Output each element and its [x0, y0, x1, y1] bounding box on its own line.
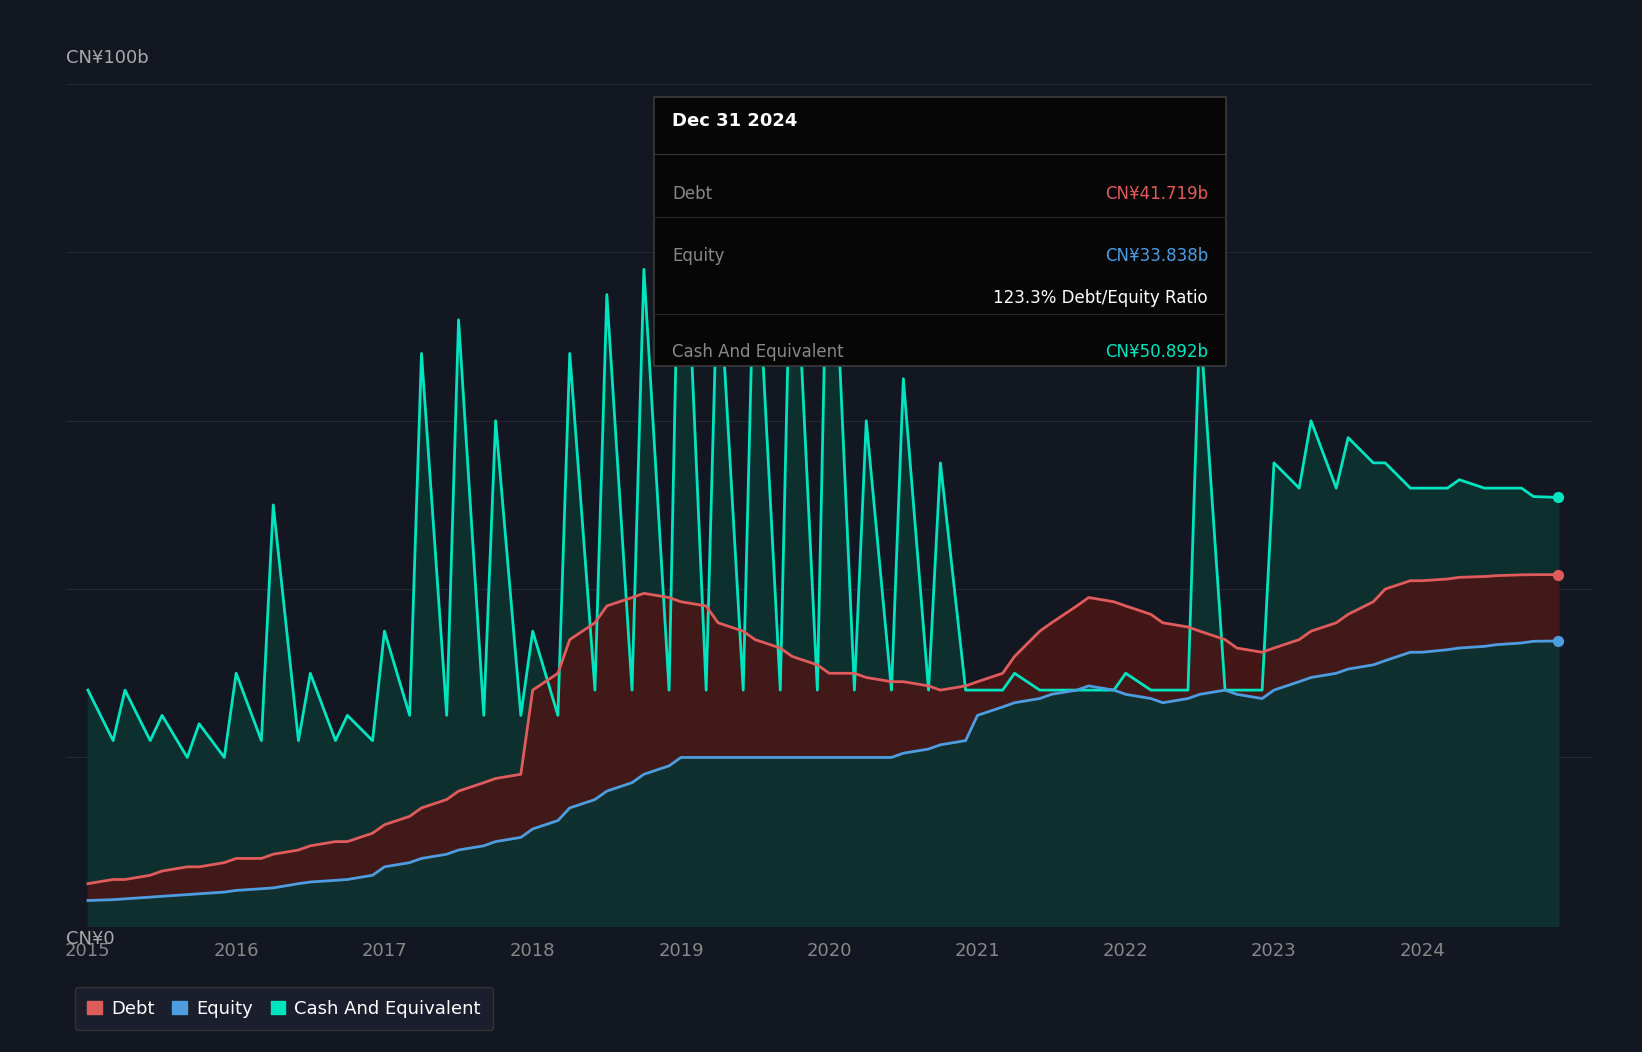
Text: Dec 31 2024: Dec 31 2024	[672, 112, 798, 130]
Text: Debt: Debt	[672, 185, 713, 203]
FancyBboxPatch shape	[654, 97, 1227, 366]
Point	[1545, 632, 1571, 649]
Text: CN¥50.892b: CN¥50.892b	[1105, 343, 1209, 362]
Text: Equity: Equity	[672, 246, 724, 265]
Text: CN¥41.719b: CN¥41.719b	[1105, 185, 1209, 203]
Point	[1545, 566, 1571, 583]
Text: CN¥33.838b: CN¥33.838b	[1105, 246, 1209, 265]
Text: CN¥100b: CN¥100b	[66, 49, 148, 67]
Legend: Debt, Equity, Cash And Equivalent: Debt, Equity, Cash And Equivalent	[74, 987, 493, 1030]
Text: Cash And Equivalent: Cash And Equivalent	[672, 343, 844, 362]
Point	[1545, 489, 1571, 506]
Text: 123.3% Debt/Equity Ratio: 123.3% Debt/Equity Ratio	[993, 288, 1209, 307]
Text: CN¥0: CN¥0	[66, 930, 115, 948]
